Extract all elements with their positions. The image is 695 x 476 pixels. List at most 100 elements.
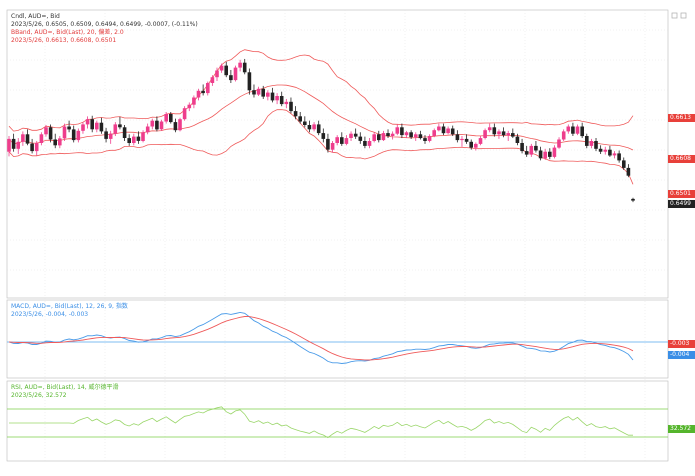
candle-body xyxy=(104,131,108,139)
candle-body xyxy=(363,141,367,146)
candle-body xyxy=(464,138,469,142)
last-price-tag: 0.6499 xyxy=(668,200,695,208)
candle-body xyxy=(113,124,118,134)
rsi-line xyxy=(7,406,668,439)
candle-body xyxy=(353,133,358,137)
macd-legend: MACD, AUD=, Bid(Last), 12, 26, 9, 指数 202… xyxy=(11,303,128,319)
candle-body xyxy=(62,126,67,139)
candle-body xyxy=(261,88,265,97)
main-legend: Cndl, AUD=, Bid 2023/5/26, 0.6505, 0.650… xyxy=(11,13,198,45)
bband-legend-series: BBand, AUD=, Bid(Last), 20, 偏差, 2.0 xyxy=(11,29,124,36)
bband-middle-line xyxy=(8,84,634,151)
candle-body xyxy=(233,67,238,81)
candle-body xyxy=(206,83,210,94)
candle-body xyxy=(298,116,302,122)
candle-body xyxy=(622,160,626,168)
candle-body xyxy=(284,101,289,105)
candle-body xyxy=(321,133,326,139)
candle-body xyxy=(187,104,192,109)
candle-body xyxy=(585,136,589,146)
candle-body xyxy=(548,151,552,157)
candle-body xyxy=(340,137,344,144)
rsi-legend-series: RSI, AUD=, Bid(Last), 14, 威尔德平滑 xyxy=(11,384,119,391)
candle-body xyxy=(561,131,566,140)
candle-body xyxy=(552,147,557,157)
candle-body xyxy=(603,149,608,152)
macd-panel-frame xyxy=(6,299,669,379)
candle-body xyxy=(390,133,395,136)
candle-body xyxy=(266,92,270,97)
candle-body xyxy=(293,111,298,117)
rsi-legend-values: 2023/5/26, 32.572 xyxy=(11,392,67,399)
main-legend-series: Cndl, AUD=, Bid xyxy=(11,13,60,20)
candle-body xyxy=(122,127,127,138)
candle-body xyxy=(192,97,196,105)
candle-body xyxy=(594,141,598,149)
candle-body xyxy=(229,75,233,81)
candle-body xyxy=(497,131,501,135)
candle-body xyxy=(275,96,279,101)
macd-value-tag: -0.003 xyxy=(668,340,695,348)
bband-upper-line xyxy=(8,49,634,132)
candle-body xyxy=(270,92,275,101)
candle-body xyxy=(25,134,30,144)
candle-body xyxy=(349,133,353,138)
close-icon[interactable] xyxy=(680,12,687,19)
candle-body xyxy=(155,120,159,130)
candle-body xyxy=(150,120,155,127)
candle-body xyxy=(44,127,48,135)
candle-body xyxy=(159,121,164,130)
candle-body xyxy=(145,126,150,133)
candle-body xyxy=(178,119,182,131)
candle-body xyxy=(53,139,57,146)
candle-body xyxy=(432,130,436,136)
candle-body xyxy=(446,128,450,134)
candle-body xyxy=(238,62,242,68)
candle-body xyxy=(7,138,11,152)
candle-body xyxy=(474,143,478,148)
candle-body xyxy=(81,124,85,131)
candle-body xyxy=(182,108,187,120)
candle-body xyxy=(598,148,603,152)
candle-body xyxy=(201,90,205,94)
candle-body xyxy=(404,132,409,136)
maximize-icon[interactable] xyxy=(671,12,678,19)
macd-legend-values: 2023/5/26, -0.004, -0.003 xyxy=(11,311,89,318)
macd-lines xyxy=(7,311,668,364)
candle-body xyxy=(30,143,34,152)
candle-body xyxy=(85,119,90,125)
bband-middle-price-tag: 0.6608 xyxy=(668,155,695,163)
candle-body xyxy=(427,136,432,141)
candle-body xyxy=(71,129,76,141)
candle-body xyxy=(303,121,307,125)
candle-body xyxy=(312,124,316,130)
candle-body xyxy=(118,124,122,128)
candle-body xyxy=(252,90,256,95)
candle-body xyxy=(307,125,312,130)
candle-body xyxy=(48,127,53,140)
candle-body xyxy=(132,136,136,143)
candle-body xyxy=(34,143,39,152)
candle-body xyxy=(242,62,247,73)
candle-body xyxy=(219,65,224,71)
main-legend-values: 2023/5/26, 0.6505, 0.6509, 0.6494, 0.649… xyxy=(11,21,198,28)
macd-legend-series: MACD, AUD=, Bid(Last), 12, 26, 9, 指数 xyxy=(11,303,128,310)
bollinger-bands xyxy=(8,49,634,185)
candle-body xyxy=(67,126,71,130)
candle-body xyxy=(400,127,404,136)
candle-body xyxy=(571,126,575,134)
candle-body xyxy=(164,114,168,122)
candle-body xyxy=(99,122,104,132)
candle-body xyxy=(469,141,473,148)
candle-body xyxy=(608,149,612,156)
candle-body xyxy=(483,130,487,138)
rsi-value-tag: 32.572 xyxy=(668,425,695,433)
candle-body xyxy=(409,132,413,138)
main-panel-frame xyxy=(6,9,669,299)
candle-body xyxy=(215,70,219,78)
grid-lines xyxy=(7,10,668,461)
candle-body xyxy=(16,141,20,149)
candle-body xyxy=(450,128,455,135)
candle-body xyxy=(136,136,141,141)
